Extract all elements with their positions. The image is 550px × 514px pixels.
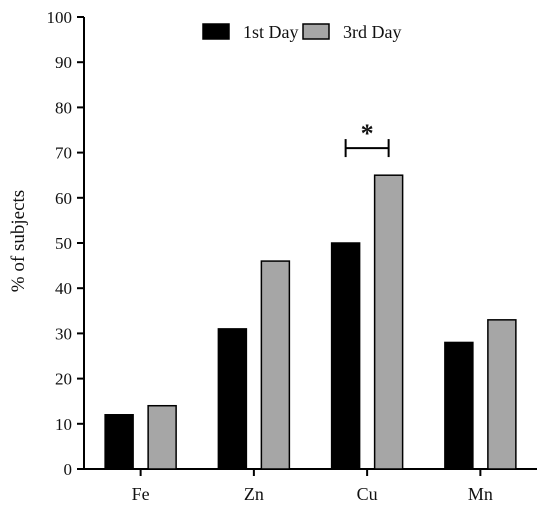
y-tick-label: 10 [55, 415, 72, 434]
bar-fe-2 [147, 404, 177, 470]
bar-zn-2 [260, 260, 291, 470]
y-tick-label: 60 [55, 189, 72, 208]
bars [104, 174, 517, 470]
y-tick-label: 70 [55, 144, 72, 163]
x-tick-label: Mn [468, 484, 493, 504]
x-tick-label: Zn [244, 484, 264, 504]
y-tick-label: 0 [64, 460, 73, 479]
y-tick-label: 50 [55, 234, 72, 253]
y-tick-label: 30 [55, 324, 72, 343]
y-axis-label: % of subjects [8, 190, 29, 292]
y-tick-label: 20 [55, 370, 72, 389]
bar-fe-1 [104, 414, 134, 470]
bar-zn-1 [217, 328, 248, 470]
legend-label: 3rd Day [343, 22, 401, 42]
y-tick-label: 80 [55, 98, 72, 117]
bar-mn-2 [487, 319, 517, 470]
x-tick-label: Cu [357, 484, 378, 504]
y-tick-label: 40 [55, 279, 72, 298]
significance-marker: * [361, 119, 374, 148]
bar-cu-2 [373, 174, 404, 470]
bar-cu-1 [330, 242, 361, 470]
legend-swatch [302, 23, 330, 40]
y-tick-label: 100 [47, 8, 73, 27]
annotations: * [344, 119, 390, 158]
legend: 1st Day 3rd Day [202, 22, 401, 42]
legend-swatch [202, 23, 230, 40]
x-tick-label: Fe [132, 484, 150, 504]
legend-label: 1st Day [243, 22, 299, 42]
bar-mn-1 [444, 341, 474, 470]
axes: 0 10 20 30 40 50 60 70 80 90 100 Fe Zn Cu Mn [47, 8, 537, 504]
y-tick-label: 90 [55, 53, 72, 72]
